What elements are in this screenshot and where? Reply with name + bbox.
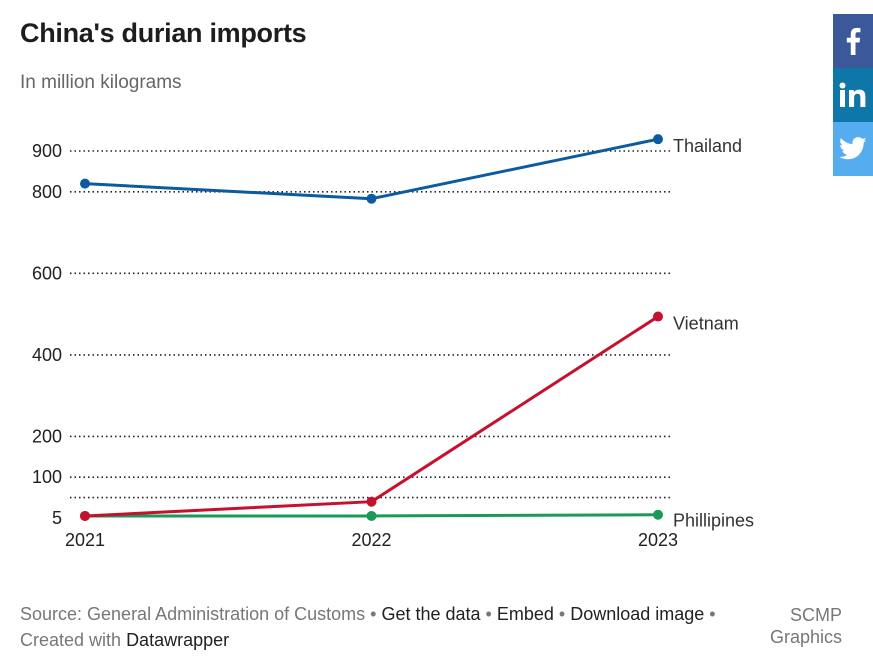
chart-title: China's durian imports bbox=[20, 18, 307, 48]
data-point-vietnam bbox=[366, 496, 377, 507]
y-tick-label: 5 bbox=[52, 508, 62, 528]
data-point-vietnam bbox=[80, 510, 90, 521]
datawrapper-link[interactable]: Datawrapper bbox=[126, 630, 230, 650]
separator: • bbox=[365, 604, 382, 624]
series-line-vietnam bbox=[84, 315, 659, 518]
get-data-link[interactable]: Get the data bbox=[381, 604, 481, 624]
created-with-text: Created with bbox=[20, 630, 127, 650]
data-point-vietnam bbox=[653, 311, 663, 322]
embed-link[interactable]: Embed bbox=[496, 604, 554, 624]
data-point-thailand bbox=[366, 193, 377, 204]
x-tick-label: 2021 bbox=[65, 530, 105, 550]
y-tick-label: 200 bbox=[32, 426, 62, 446]
x-tick-label: 2022 bbox=[351, 530, 391, 550]
x-tick-label: 2023 bbox=[638, 530, 678, 550]
credit-text: SCMP Graphics bbox=[769, 605, 842, 647]
chart-subtitle: In million kilograms bbox=[20, 72, 182, 93]
twitter-share-button[interactable] bbox=[833, 122, 873, 176]
data-point-thailand bbox=[80, 178, 90, 189]
y-tick-label: 600 bbox=[32, 263, 62, 283]
y-tick-label: 800 bbox=[32, 182, 62, 202]
twitter-icon bbox=[839, 137, 867, 160]
chart-footer: Source: General Administration of Custom… bbox=[20, 601, 720, 653]
facebook-icon bbox=[846, 27, 861, 55]
y-tick-label: 900 bbox=[32, 141, 62, 161]
data-point-phillipines bbox=[653, 509, 663, 520]
y-tick-label: 100 bbox=[32, 467, 62, 487]
download-image-link[interactable]: Download image bbox=[570, 604, 705, 624]
source-text: Source: General Administration of Custom… bbox=[20, 604, 366, 624]
facebook-share-button[interactable] bbox=[833, 14, 873, 68]
separator: • bbox=[480, 604, 497, 624]
line-chart: 5 100 200 400 600 800 900 2021 2022 2023Phillipin… bbox=[32, 134, 754, 550]
separator: • bbox=[553, 604, 571, 624]
series-label-phillipines: Phillipines bbox=[673, 511, 754, 531]
series-label-vietnam: Vietnam bbox=[673, 314, 739, 334]
y-tick-label: 400 bbox=[32, 345, 62, 365]
data-point-phillipines bbox=[366, 510, 377, 521]
data-point-thailand bbox=[653, 134, 663, 145]
separator: • bbox=[704, 604, 716, 624]
series-line-thailand bbox=[84, 137, 659, 201]
linkedin-share-button[interactable] bbox=[833, 68, 873, 122]
linkedin-icon bbox=[839, 82, 866, 107]
series-label-thailand: Thailand bbox=[673, 136, 742, 156]
